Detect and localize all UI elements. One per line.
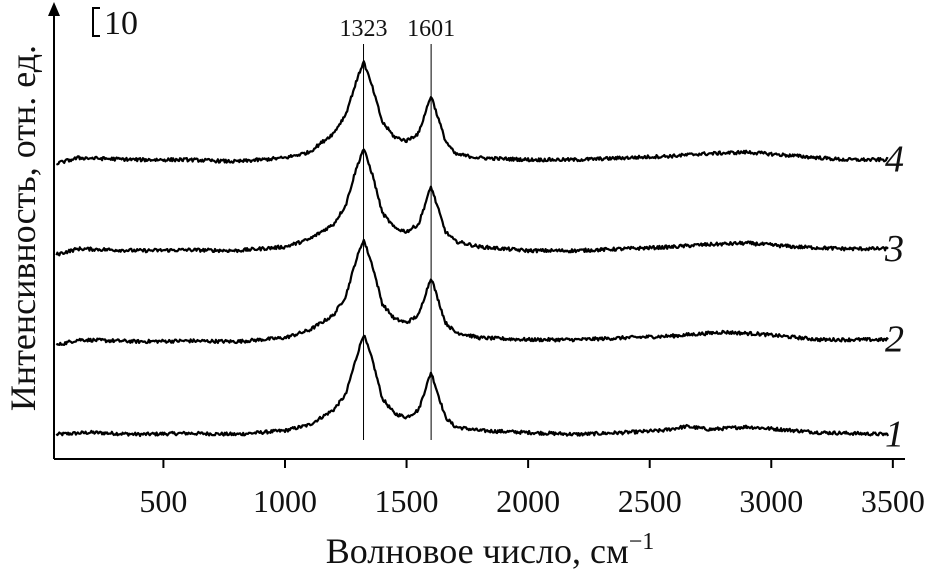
peak-label-1323: 1323	[340, 16, 388, 42]
scale-bar: 10	[92, 5, 138, 42]
y-axis-arrow	[48, 2, 60, 16]
peak-label-1601: 1601	[407, 16, 455, 42]
x-axis-title-superscript: −1	[629, 529, 655, 555]
x-tick-label-2500: 2500	[618, 483, 682, 519]
x-tick-label-3000: 3000	[739, 483, 803, 519]
x-tick-label-1000: 1000	[253, 483, 317, 519]
x-axis-title: Волновое число, см−1	[326, 529, 655, 571]
series-label-1: 1	[885, 413, 904, 455]
x-axis-title-text: Волновое число, см	[326, 531, 629, 571]
x-tick-label-1500: 1500	[375, 483, 439, 519]
scale-bar-label: 10	[104, 5, 138, 42]
axes	[48, 2, 905, 460]
x-tick-label-3500: 3500	[861, 483, 925, 519]
series-line-2	[55, 238, 889, 346]
series-label-4: 4	[885, 139, 904, 181]
series-group	[55, 60, 890, 438]
scale-bar-bracket	[92, 7, 100, 37]
series-line-3	[55, 148, 889, 257]
series-label-2: 2	[885, 319, 904, 361]
series-line-1	[55, 334, 890, 438]
x-tick-label-2000: 2000	[496, 483, 560, 519]
x-tick-label-500: 500	[139, 483, 187, 519]
series-labels: 1 2 3 4	[884, 139, 904, 456]
y-axis-title: Интенсивность, отн. ед.	[3, 45, 43, 411]
series-line-4	[56, 60, 889, 166]
x-ticks: 500 1000 1500 2000 2500 3000 3500	[139, 459, 925, 519]
series-label-3: 3	[884, 228, 904, 270]
